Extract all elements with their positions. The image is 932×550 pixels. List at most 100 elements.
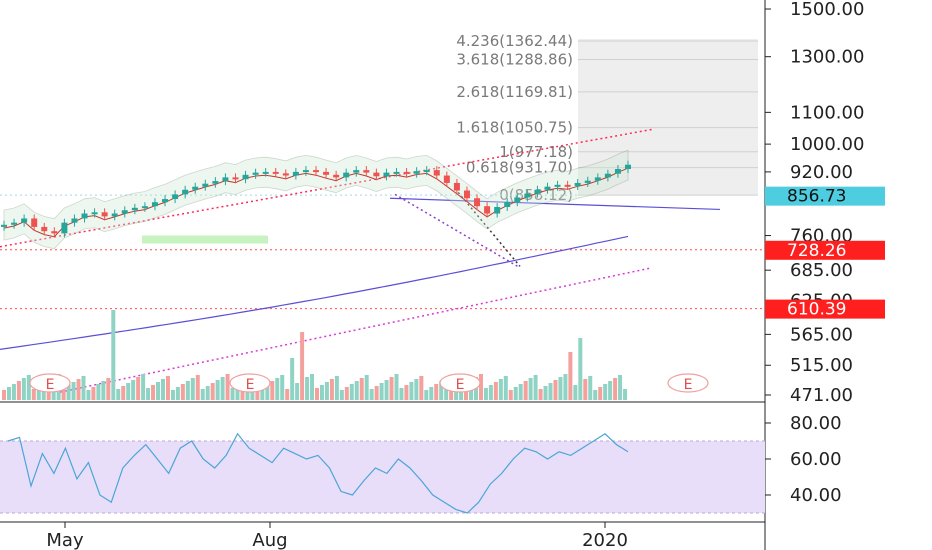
volume-bar (568, 352, 573, 400)
fib-level-label: 3.618(1288.86) (456, 51, 573, 69)
volume-bar (2, 390, 6, 400)
candle-body (343, 172, 350, 178)
volume-bar (71, 382, 76, 400)
candle-body (594, 177, 601, 181)
candle-body (625, 164, 631, 170)
volume-bar (623, 389, 628, 400)
volume-bar (31, 389, 36, 400)
volume-bar (260, 387, 265, 400)
rsi-axis-tick-label: 40.00 (790, 485, 842, 506)
candle-body (544, 186, 551, 190)
volume-bar (151, 385, 156, 400)
volume-bar (16, 381, 21, 400)
candle-body (433, 170, 440, 176)
volume-bar (538, 389, 543, 400)
volume-bar (558, 377, 563, 400)
x-axis-tick-label: Aug (252, 530, 287, 550)
candle-body (272, 171, 279, 174)
volume-bar (205, 386, 210, 400)
volume-bar (354, 381, 359, 400)
rsi-line (7, 432, 629, 514)
volume-bar (324, 382, 329, 400)
candle-body (31, 218, 38, 227)
volume-bar (339, 390, 344, 400)
volume-bar (409, 382, 414, 400)
volume-bar (429, 387, 434, 400)
volume-bar (543, 386, 548, 400)
volume-bar (6, 387, 11, 400)
resistance-line (389, 197, 721, 211)
volume-bar (334, 376, 339, 400)
candle-body (403, 171, 410, 174)
volume-bar (195, 375, 200, 400)
candle-body (534, 189, 541, 194)
volume-bar (329, 379, 334, 400)
fib-level-label: 1(977.18) (499, 143, 573, 161)
x-axis-tick-label: 2020 (582, 530, 628, 550)
volume-bar (91, 387, 96, 400)
volume-bar (126, 383, 131, 400)
volume-bar (131, 380, 136, 400)
fib-level-label: 4.236(1362.44) (456, 32, 573, 50)
fib-anchor-line (454, 188, 521, 267)
candle-body (41, 226, 48, 232)
volume-bar (61, 388, 66, 400)
candle-body (484, 206, 491, 214)
volume-bar (563, 374, 568, 400)
volume-bar (255, 390, 260, 400)
candle-body (413, 171, 420, 174)
candle-body (121, 210, 128, 214)
volume-bar (285, 389, 290, 400)
candle-body (141, 206, 148, 209)
volume-bar (116, 389, 121, 400)
volume-bar (11, 384, 16, 400)
candle-body (51, 231, 58, 234)
volume-bar (454, 389, 459, 400)
candle-body (564, 184, 571, 187)
candle-body (604, 173, 611, 178)
x-axis-tick-label: May (46, 530, 84, 550)
candle-body (292, 171, 299, 176)
y-axis-tick-label: 471.00 (790, 385, 853, 406)
candle-body (232, 177, 239, 180)
earnings-marker-label: E (46, 377, 55, 393)
rsi-axis-tick-label: 60.00 (790, 449, 842, 470)
volume-bar (156, 382, 161, 400)
volume-bar (618, 375, 623, 400)
volume-bar (434, 384, 439, 400)
volume-bar (364, 375, 369, 400)
candle-body (504, 202, 511, 208)
price-tag (765, 299, 885, 319)
candle-body (242, 174, 249, 180)
volume-bar (215, 380, 220, 400)
candle-body (1, 224, 7, 227)
candle-body (111, 213, 118, 217)
candle-body (524, 193, 531, 198)
volume-bar (583, 379, 588, 400)
candle-body (71, 218, 78, 223)
volume-bar (503, 376, 508, 400)
volume-bar (478, 374, 483, 400)
candle-body (61, 222, 68, 234)
volume-bar (518, 384, 523, 400)
candle-body (494, 207, 501, 214)
candle-body (584, 180, 591, 183)
candle-body (222, 177, 229, 182)
volume-bar (498, 379, 503, 400)
volume-bar (533, 375, 538, 400)
volume-bar (553, 380, 558, 400)
candle-body (383, 172, 390, 177)
rsi-band (0, 441, 765, 513)
fib-projection-zone (578, 39, 758, 196)
volume-bar (344, 387, 349, 400)
volume-bar (225, 374, 230, 400)
candle-body (393, 171, 400, 174)
volume-bar (305, 377, 310, 400)
volume-bar (379, 383, 384, 400)
volume-bar (523, 381, 528, 400)
volume-bar (578, 338, 583, 400)
y-axis-tick-label: 685.00 (790, 260, 853, 281)
volume-bar (300, 332, 305, 400)
volume-bar (513, 387, 518, 400)
volume-bar (399, 388, 404, 400)
